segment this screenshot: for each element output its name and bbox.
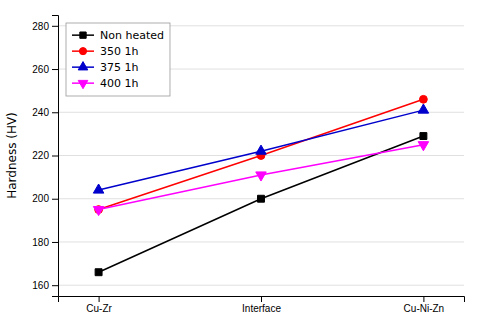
series-line xyxy=(99,136,424,272)
data-point xyxy=(420,133,427,140)
legend-label: 350 1h xyxy=(100,45,138,58)
x-tick: Interface xyxy=(242,296,281,314)
legend-item: 375 1h xyxy=(72,61,138,74)
y-tick: 260 xyxy=(32,64,58,75)
data-point xyxy=(256,145,267,154)
x-axis-line xyxy=(59,297,465,303)
y-tick-mark xyxy=(52,69,58,70)
legend-label: 375 1h xyxy=(100,61,138,74)
data-point xyxy=(418,104,429,113)
y-tick-label: 200 xyxy=(32,193,49,204)
y-tick-label: 180 xyxy=(32,237,49,248)
legend-symbol xyxy=(78,62,88,70)
x-axis: Cu-Zr Interface Cu-Ni-Zn xyxy=(59,296,465,314)
y-tick: 160 xyxy=(32,280,58,291)
y-tick-mark xyxy=(52,26,58,27)
y-tick: 220 xyxy=(32,150,58,161)
grid-line xyxy=(58,112,464,113)
legend-item: Non heated xyxy=(72,29,164,42)
series-group xyxy=(93,95,428,275)
legend-item: 350 1h xyxy=(72,45,138,58)
y-axis-title: Hardness (HV) xyxy=(5,112,19,199)
legend-symbol xyxy=(78,80,88,88)
x-tick-label: Interface xyxy=(242,303,281,314)
x-tick-label: Cu-Zr xyxy=(86,303,112,314)
data-point xyxy=(256,172,267,181)
y-tick-mark xyxy=(52,242,58,243)
y-tick: 200 xyxy=(32,193,58,204)
legend-symbol xyxy=(79,48,86,55)
x-tick-mark xyxy=(423,296,424,302)
y-tick-mark xyxy=(52,156,58,157)
data-point xyxy=(258,195,265,202)
y-tick-mark xyxy=(52,112,58,113)
y-axis: 160 180 200 220 240 260 280 xyxy=(32,16,58,297)
y-tick-label: 280 xyxy=(32,21,49,32)
legend-label: Non heated xyxy=(100,29,164,42)
series-line xyxy=(99,110,424,190)
legend-box xyxy=(66,23,170,96)
data-point xyxy=(93,206,104,215)
data-point xyxy=(419,95,427,103)
series-line xyxy=(99,145,424,210)
x-tick: Cu-Zr xyxy=(86,296,112,314)
y-axis-line xyxy=(52,16,59,297)
y-tick: 280 xyxy=(32,21,58,32)
legend-label: 400 1h xyxy=(100,77,138,90)
y-tick-label: 240 xyxy=(32,107,49,118)
legend-item: 400 1h xyxy=(72,77,138,90)
y-tick: 180 xyxy=(32,237,58,248)
y-tick-mark xyxy=(52,199,58,200)
x-tick-label: Cu-Ni-Zn xyxy=(404,303,445,314)
plot: 160 180 200 220 240 260 280 Cu-Zr Interface Cu-Ni… xyxy=(5,16,465,315)
chart: 160 180 200 220 240 260 280 Cu-Zr Interface Cu-Ni… xyxy=(0,0,479,331)
y-tick-mark xyxy=(52,285,58,286)
series-line xyxy=(99,99,424,209)
grid-line xyxy=(58,285,464,286)
y-tick-label: 260 xyxy=(32,64,49,75)
data-point xyxy=(95,269,102,276)
x-tick-mark xyxy=(261,296,262,302)
data-point xyxy=(418,142,429,151)
grid xyxy=(58,26,464,285)
y-tick-label: 220 xyxy=(32,150,49,161)
data-point xyxy=(93,184,104,193)
grid-line xyxy=(58,241,464,242)
y-tick: 240 xyxy=(32,107,58,118)
y-tick-label: 160 xyxy=(32,280,49,291)
x-tick: Cu-Ni-Zn xyxy=(404,296,445,314)
legend-symbol xyxy=(80,32,86,38)
x-tick-mark xyxy=(99,296,100,302)
legend: Non heated 350 1h 375 1h 400 1h xyxy=(66,23,170,96)
